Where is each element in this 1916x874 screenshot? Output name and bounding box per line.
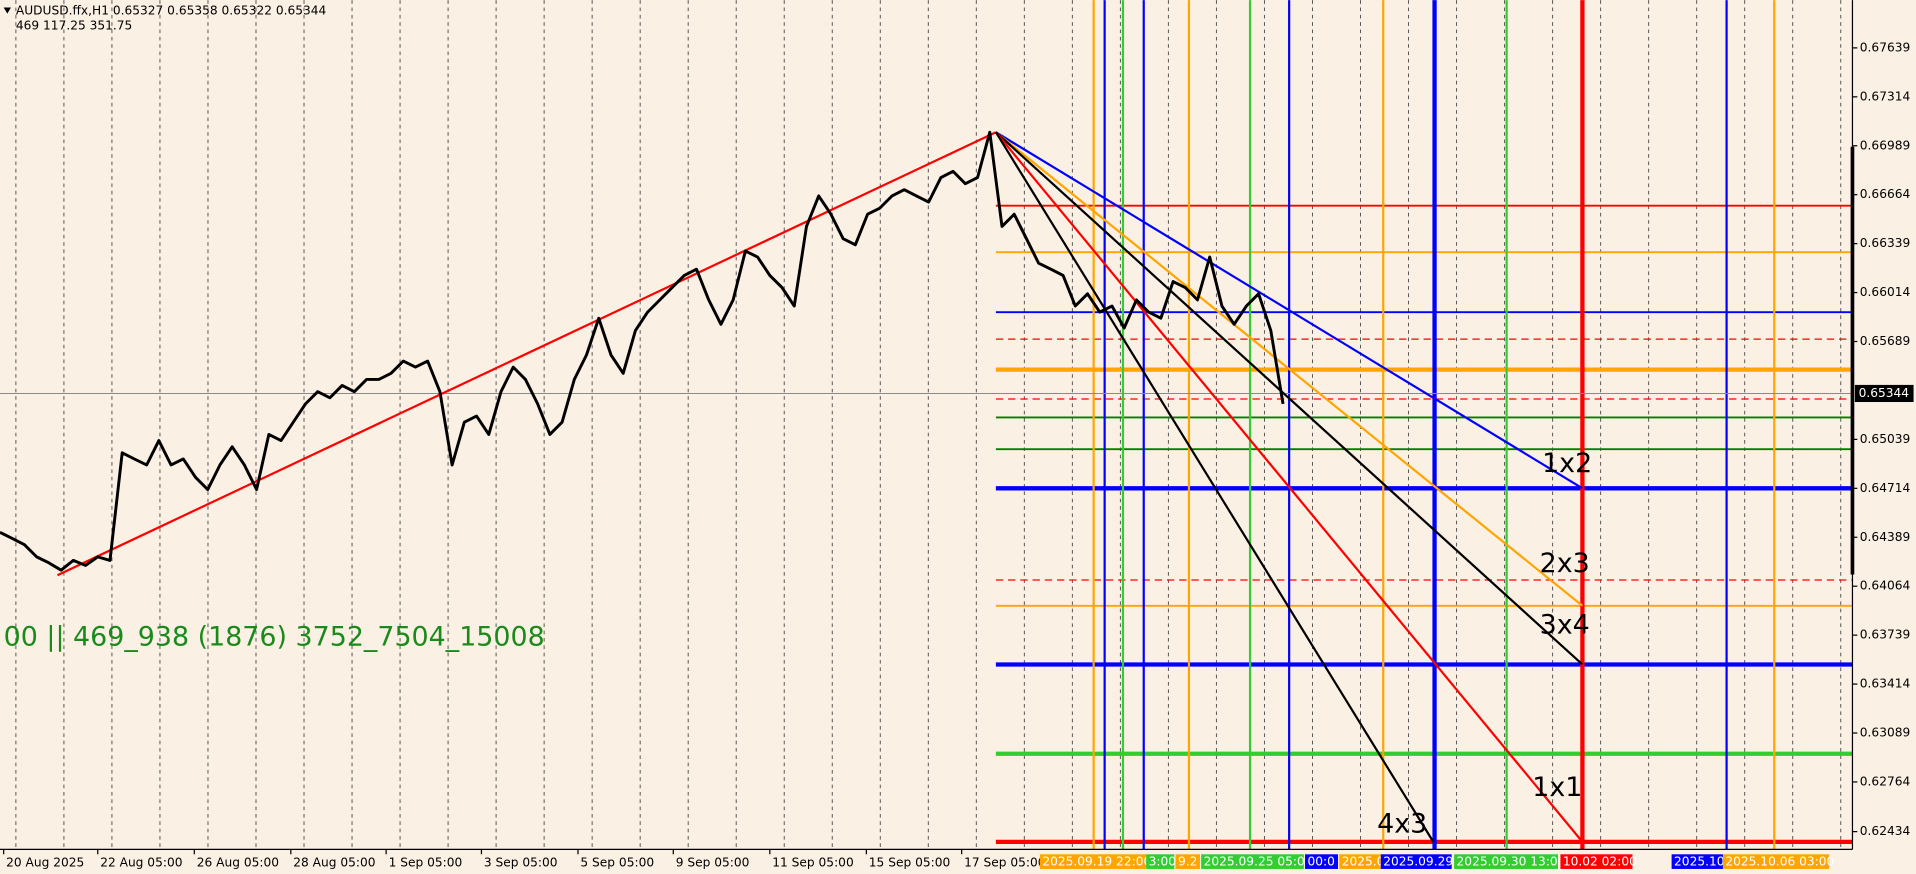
y-tick-label: 0.66014 bbox=[1860, 285, 1911, 299]
fan-line bbox=[994, 131, 1435, 843]
date-flag-label: 00:0 bbox=[1307, 855, 1334, 869]
y-tick-label: 0.66339 bbox=[1860, 236, 1910, 250]
date-flag-box bbox=[1146, 854, 1175, 869]
date-flag-box bbox=[1175, 854, 1200, 869]
menu-arrow bbox=[3, 7, 11, 14]
fan-line bbox=[995, 131, 1584, 843]
x-tick-label: 28 Aug 05:00 bbox=[293, 855, 375, 869]
date-flag-box bbox=[1201, 854, 1304, 869]
y-tick-label: 0.64064 bbox=[1860, 579, 1911, 593]
fan-line bbox=[995, 131, 1583, 490]
x-tick-label: 3 Sep 05:00 bbox=[484, 855, 558, 869]
fan-line bbox=[56, 131, 997, 577]
date-flag-box bbox=[1380, 854, 1452, 869]
date-flag-label: 2025.10 bbox=[1674, 855, 1724, 869]
day-separators bbox=[15, 0, 1842, 850]
date-flag-label: 2025.10.06 03:00 bbox=[1725, 855, 1834, 869]
chart-subtitle: 469 117.25 351.75 bbox=[16, 18, 132, 32]
ratio-label: 4x3 bbox=[1377, 808, 1427, 839]
ratio-label: 1x2 bbox=[1542, 448, 1592, 479]
y-tick-label: 0.62434 bbox=[1860, 824, 1911, 838]
plot bbox=[0, 0, 1853, 850]
y-tick-label: 0.64714 bbox=[1860, 481, 1911, 495]
x-tick-label: 5 Sep 05:00 bbox=[580, 855, 654, 869]
x-tick-label: 26 Aug 05:00 bbox=[197, 855, 279, 869]
x-tick-label: 11 Sep 05:00 bbox=[772, 855, 853, 869]
date-flag-box bbox=[1454, 854, 1558, 869]
y-tick-label: 0.64389 bbox=[1860, 530, 1910, 544]
date-flag-box bbox=[1305, 854, 1339, 869]
date-flag-box bbox=[1039, 854, 1147, 869]
x-tick-label: 9 Sep 05:00 bbox=[676, 855, 750, 869]
price-line bbox=[0, 130, 1285, 572]
y-tick-label: 0.63414 bbox=[1860, 677, 1911, 691]
ratio-label: 1x1 bbox=[1532, 772, 1582, 803]
date-flag-box bbox=[1671, 854, 1723, 869]
x-tick-label: 15 Sep 05:00 bbox=[869, 855, 950, 869]
y-tick-label: 0.63739 bbox=[1860, 628, 1910, 642]
date-flag-box bbox=[1339, 854, 1381, 869]
y-tick-label: 0.67639 bbox=[1860, 40, 1910, 54]
ratio-label: 2x3 bbox=[1540, 548, 1590, 579]
date-flag-label: 2025.09.29 bbox=[1383, 855, 1453, 869]
annotation: 00 || 469_938 (1876) 3752_7504_15008 bbox=[4, 622, 545, 653]
x-tick-label: 22 Aug 05:00 bbox=[100, 855, 182, 869]
x-tick-label: 1 Sep 05:00 bbox=[389, 855, 463, 869]
y-tick-label: 0.65689 bbox=[1860, 334, 1910, 348]
date-flag-label: 2025.09.25 05:00 bbox=[1204, 855, 1313, 869]
date-flag-label: 10.02 02:00 bbox=[1563, 855, 1637, 869]
chart-title: AUDUSD.ffx,H1 0.65327 0.65358 0.65322 0.… bbox=[16, 4, 327, 18]
y-tick-label: 0.66664 bbox=[1860, 187, 1911, 201]
date-flag-label: 9.2 bbox=[1178, 855, 1197, 869]
current-price-box bbox=[1854, 384, 1914, 403]
date-flag-label: 3:00 bbox=[1149, 855, 1176, 869]
y-tick-label: 0.67314 bbox=[1860, 89, 1911, 103]
x-tick-label: 20 Aug 2025 bbox=[6, 855, 84, 869]
x-tick-label: 17 Sep 05:00 bbox=[964, 855, 1045, 869]
date-flag-label: 2025.09 bbox=[1342, 855, 1392, 869]
current-price-label: 0.65344 bbox=[1859, 386, 1910, 400]
ratio-label: 3x4 bbox=[1540, 609, 1590, 640]
y-tick-label: 0.66989 bbox=[1860, 138, 1910, 152]
y-tick-label: 0.62764 bbox=[1860, 774, 1911, 788]
y-tick-label: 0.65039 bbox=[1860, 432, 1910, 446]
date-flag-label: 2025.09.30 13:00 bbox=[1457, 855, 1566, 869]
date-flag-box bbox=[1560, 854, 1633, 869]
fan-line bbox=[995, 131, 1584, 607]
date-flag-label: 2025.09.19 22:00 bbox=[1042, 855, 1151, 869]
date-flag-box bbox=[1722, 854, 1830, 869]
fan-line bbox=[995, 131, 1584, 666]
y-tick-label: 0.63089 bbox=[1860, 726, 1910, 740]
